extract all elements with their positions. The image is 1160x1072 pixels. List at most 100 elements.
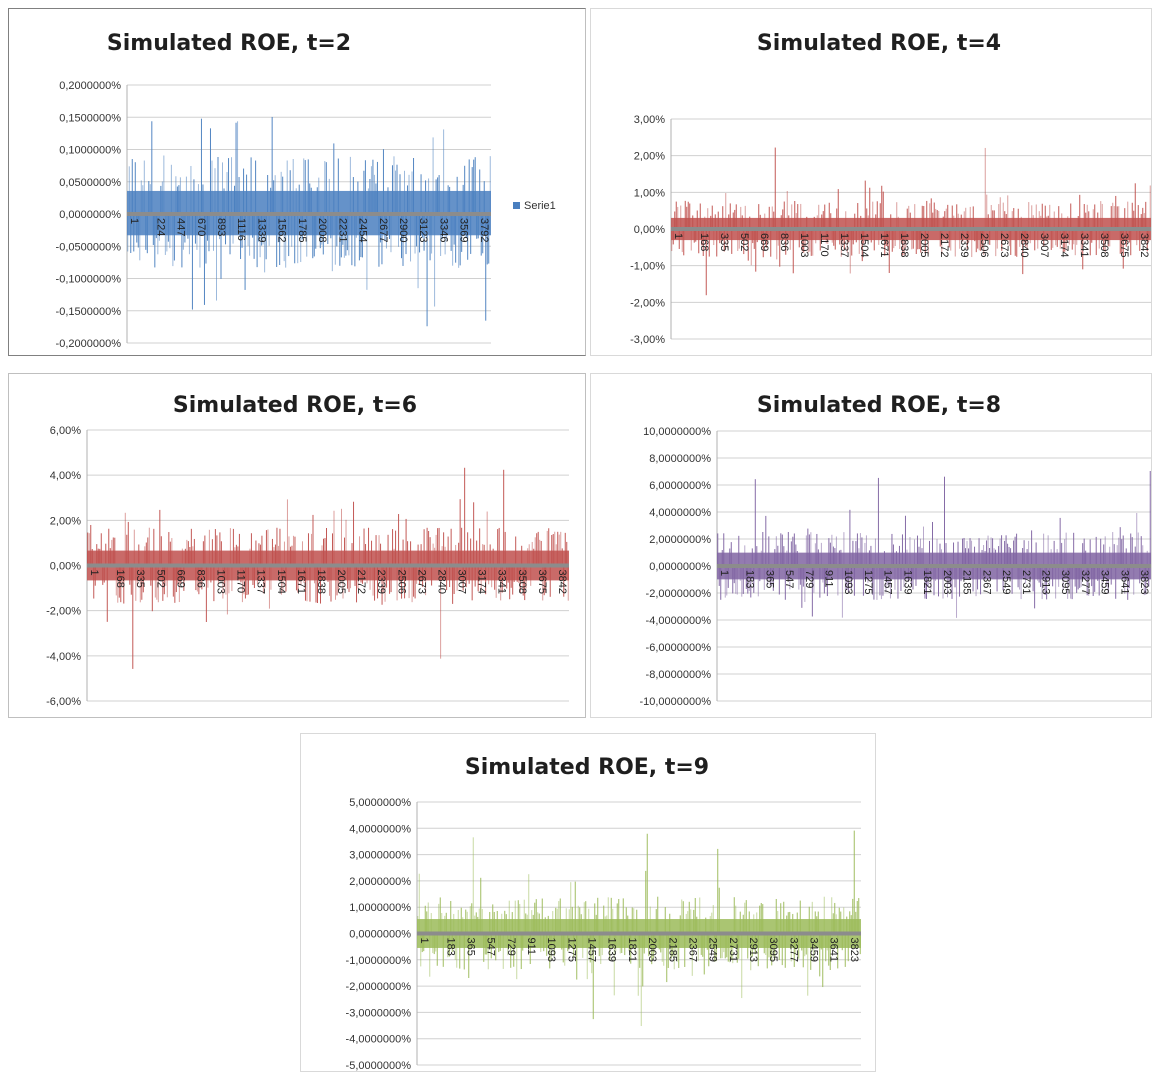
y-axis-ticks: 0,2000000% 0,1500000% 0,1000000% 0,0500000%…	[56, 80, 122, 350]
x-tick-label: 1	[718, 570, 730, 576]
x-tick-label: 1838	[898, 233, 910, 257]
y-tick-label: -1,0000000%	[346, 955, 412, 967]
x-tick-label: 1003	[798, 233, 810, 257]
x-tick-label: 3641	[828, 938, 840, 962]
x-tick-label: 1838	[315, 570, 327, 594]
x-tick-label: 1275	[565, 938, 577, 962]
y-tick-label: 0,0000000%	[349, 929, 411, 941]
x-tick-label: 1821	[921, 570, 933, 594]
x-tick-label: 183	[744, 570, 756, 588]
x-tick-label: 3174	[1058, 233, 1070, 257]
chart-title: Simulated ROE, t=8	[757, 393, 1001, 418]
y-tick-label: 8,0000000%	[649, 453, 711, 465]
x-tick-label: 2913	[1040, 570, 1052, 594]
y-tick-label: -6,0000000%	[646, 642, 712, 654]
y-axis-ticks: 10,0000000% 8,0000000% 6,0000000% 4,0000000…	[639, 426, 711, 708]
x-tick-label: 3459	[808, 938, 820, 962]
x-tick-label: 836	[194, 570, 206, 588]
x-tick-label: 3569	[458, 218, 470, 242]
chart-title: Simulated ROE, t=2	[107, 31, 351, 56]
x-tick-label: 3823	[848, 938, 860, 962]
x-tick-label: 3792	[478, 218, 490, 242]
x-tick-label: 1170	[818, 233, 830, 257]
y-tick-label: -4,0000000%	[346, 1034, 412, 1046]
x-tick-label: 3508	[516, 570, 528, 594]
x-tick-label: 1639	[606, 938, 618, 962]
x-tick-label: 3842	[556, 570, 568, 594]
x-tick-label: 224	[154, 218, 166, 236]
y-tick-label: 6,0000000%	[649, 480, 711, 492]
x-tick-label: 2673	[998, 233, 1010, 257]
x-tick-label: 2549	[707, 938, 719, 962]
y-axis-ticks: 3,00% 2,00% 1,00% 0,00% -1,00% -2,00% -3,00%	[630, 114, 665, 346]
x-axis-ticks: 1 183 365 547 729 911 1093 1275 1457 1639 1821 2003…	[718, 570, 1150, 594]
y-tick-label: 4,0000000%	[349, 823, 411, 835]
y-tick-label: 2,0000000%	[649, 534, 711, 546]
x-tick-label: 1	[672, 233, 684, 239]
x-tick-label: 2506	[978, 233, 990, 257]
y-tick-label: -3,00%	[630, 334, 665, 346]
x-tick-label: 1275	[862, 570, 874, 594]
y-tick-label: 0,1000000%	[59, 145, 121, 157]
y-tick-label: 2,00%	[50, 515, 81, 527]
x-tick-label: 3123	[417, 218, 429, 242]
x-tick-label: 2731	[1020, 570, 1032, 594]
x-tick-label: 729	[803, 570, 815, 588]
x-axis-ticks: 1 168 335 502 669 836 1003 1170 1337 1504 1671 1838…	[88, 570, 568, 594]
x-tick-label: 1170	[235, 570, 247, 594]
y-axis-ticks: 6,00% 4,00% 2,00% 0,00% -2,00% -4,00% -6,00%	[46, 425, 81, 708]
x-tick-label: 1339	[255, 218, 267, 242]
x-tick-label: 1671	[878, 233, 890, 257]
x-tick-label: 2339	[375, 570, 387, 594]
x-tick-label: 2172	[938, 233, 950, 257]
bars	[87, 467, 569, 669]
chart-svg-t8: Simulated ROE, t=8 10,0000000% 8,0000000%…	[639, 393, 1151, 708]
x-tick-label: 2003	[646, 938, 658, 962]
x-tick-label: 3277	[787, 938, 799, 962]
x-tick-label: 1093	[842, 570, 854, 594]
y-tick-label: 2,0000000%	[349, 876, 411, 888]
y-tick-label: -5,0000000%	[346, 1060, 412, 1071]
y-tick-label: 10,0000000%	[643, 426, 711, 438]
x-axis-ticks: 1 168 335 502 669 836 1003 1170 1337 1504 1671 1838…	[672, 233, 1150, 257]
x-tick-label: 1	[128, 218, 140, 224]
y-tick-label: 4,00%	[50, 470, 81, 482]
x-axis-ticks: 1 183 365 547 729 911 1093 1275 1457 1639 1821 2003…	[418, 938, 860, 962]
y-tick-label: 4,0000000%	[649, 507, 711, 519]
x-tick-label: 669	[758, 233, 770, 251]
x-tick-label: 1337	[255, 570, 267, 594]
x-tick-label: 365	[464, 938, 476, 956]
legend-label: Serie1	[524, 200, 556, 212]
y-tick-label: -4,0000000%	[646, 615, 712, 627]
x-tick-label: 2840	[435, 570, 447, 594]
x-tick-label: 3277	[1079, 570, 1091, 594]
x-tick-label: 2367	[686, 938, 698, 962]
y-tick-label: -2,00%	[630, 297, 665, 309]
x-tick-label: 1457	[586, 938, 598, 962]
x-tick-label: 2172	[355, 570, 367, 594]
bars	[671, 147, 1151, 296]
y-axis-ticks: 5,0000000% 4,0000000% 3,0000000% 2,0000000%…	[346, 797, 412, 1071]
x-tick-label: 911	[823, 570, 835, 588]
bars	[127, 116, 491, 327]
y-tick-label: -2,0000000%	[346, 981, 412, 993]
x-tick-label: 2731	[727, 938, 739, 962]
chart-svg-t4: Simulated ROE, t=4 3,00% 2,00% 1,00% 0,00% -…	[630, 31, 1151, 346]
x-tick-label: 3459	[1099, 570, 1111, 594]
x-tick-label: 3842	[1138, 233, 1150, 257]
x-tick-label: 1671	[295, 570, 307, 594]
bars	[717, 470, 1151, 618]
y-tick-label: -8,0000000%	[646, 669, 712, 681]
x-tick-label: 335	[134, 570, 146, 588]
x-tick-label: 3174	[476, 570, 488, 594]
x-tick-label: 502	[738, 233, 750, 251]
x-tick-label: 1337	[838, 233, 850, 257]
y-tick-label: 3,00%	[634, 114, 665, 126]
y-tick-label: -3,0000000%	[346, 1007, 412, 1019]
x-tick-label: 365	[763, 570, 775, 588]
x-tick-label: 2185	[666, 938, 678, 962]
y-tick-label: -0,1500000%	[56, 306, 122, 318]
x-tick-label: 911	[525, 938, 537, 956]
y-tick-label: 0,0000000%	[59, 209, 121, 221]
x-tick-label: 3346	[437, 218, 449, 242]
